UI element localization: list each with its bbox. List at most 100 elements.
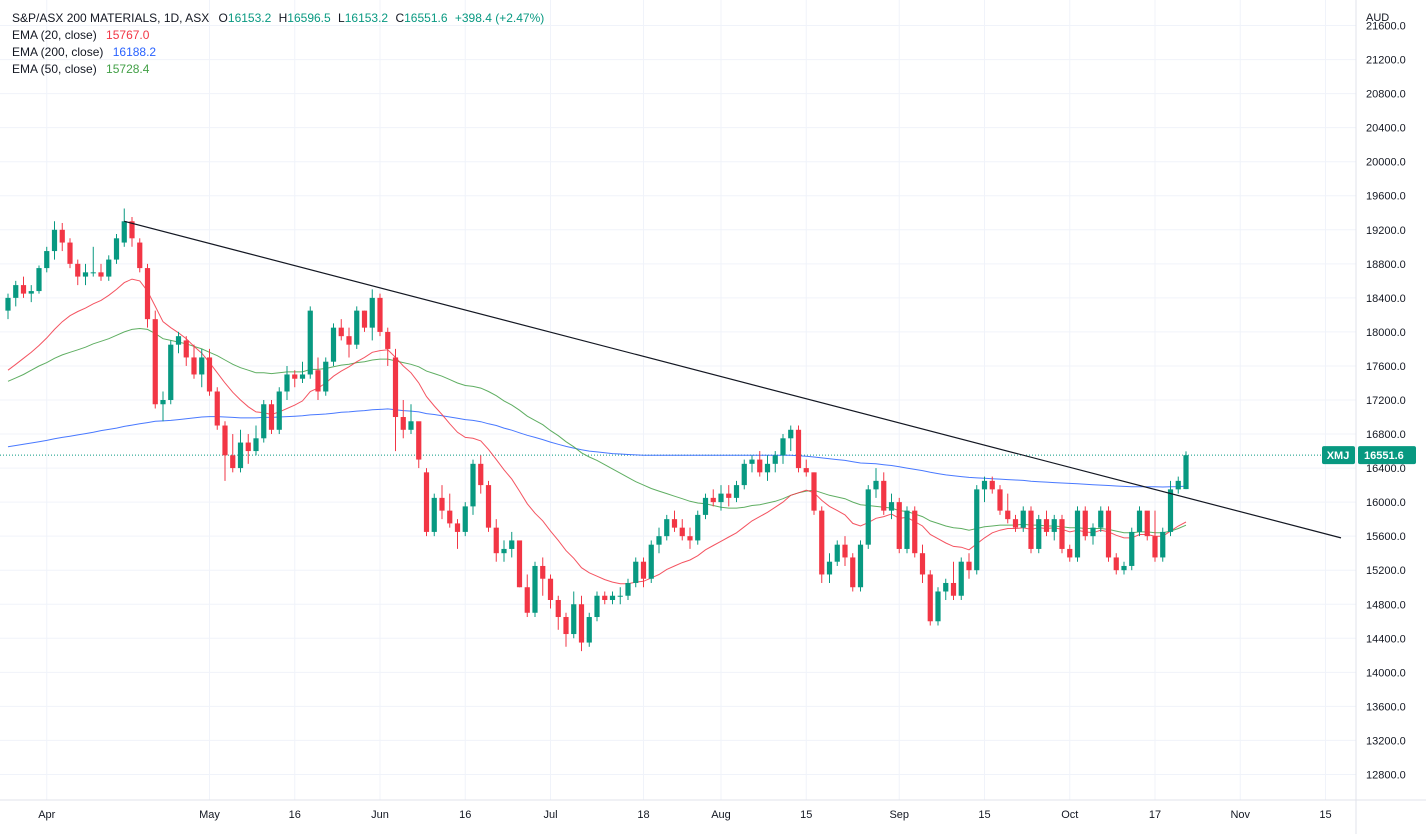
candle-up xyxy=(695,510,701,545)
candle-up xyxy=(733,480,740,503)
price-tick-label: 17200.0 xyxy=(1366,395,1406,407)
trendline[interactable] xyxy=(124,220,1342,539)
candle-down xyxy=(726,485,732,507)
candle-down xyxy=(1082,506,1088,541)
candle-up xyxy=(617,587,623,605)
candle-up xyxy=(253,425,259,456)
symbol-tag-label: XMJ xyxy=(1327,450,1350,462)
chart-grid xyxy=(0,0,1356,800)
price-tick-label: 13600.0 xyxy=(1366,701,1406,713)
candle-up xyxy=(284,365,290,400)
indicator-name: EMA (200, close) xyxy=(12,45,104,59)
candle-up xyxy=(408,404,414,435)
candle-down xyxy=(997,485,1003,515)
candle-down xyxy=(478,455,484,494)
candle-down xyxy=(896,497,902,554)
candle-down xyxy=(842,536,848,566)
last-price-label: 16551.6 xyxy=(1364,450,1404,462)
candle-down xyxy=(268,400,275,435)
price-tick-label: 13200.0 xyxy=(1366,735,1406,747)
candle-down xyxy=(292,370,298,388)
candle-up xyxy=(718,485,724,511)
candle-up xyxy=(1036,514,1042,554)
candle-down xyxy=(230,434,236,473)
candle-down xyxy=(214,387,220,430)
candle-up xyxy=(106,255,112,281)
time-tick-label: Aug xyxy=(711,809,731,821)
candle-up xyxy=(633,557,639,588)
candle-down xyxy=(602,591,608,605)
symbol-header-row: S&P/ASX 200 MATERIALS, 1D, ASX O16153.2 … xyxy=(12,10,544,27)
candle-down xyxy=(757,451,763,477)
ema50-line xyxy=(7,327,1187,534)
time-tick-label: 15 xyxy=(1319,809,1331,821)
price-tick-label: 21600.0 xyxy=(1366,21,1406,33)
candle-up xyxy=(1160,527,1166,562)
candle-up xyxy=(741,459,747,490)
low-label: L xyxy=(338,11,345,25)
candle-down xyxy=(679,519,685,541)
price-tick-label: 16400.0 xyxy=(1366,463,1406,475)
candle-up xyxy=(571,591,577,639)
price-tick-label: 12800.0 xyxy=(1366,769,1406,781)
candle-up xyxy=(532,561,538,618)
candle-up xyxy=(1090,523,1096,545)
candle-up xyxy=(431,493,437,537)
candle-up xyxy=(749,455,755,473)
time-tick-label: May xyxy=(199,809,220,821)
candle-up xyxy=(90,246,96,277)
candle-up xyxy=(857,540,864,592)
price-tick-label: 14800.0 xyxy=(1366,599,1406,611)
price-tick-label: 14400.0 xyxy=(1366,633,1406,645)
candle-up xyxy=(594,591,600,622)
candle-up xyxy=(943,578,949,600)
candle-up xyxy=(873,468,879,498)
candle-up xyxy=(199,348,205,388)
candle-down xyxy=(850,553,856,592)
candle-up xyxy=(1183,451,1189,490)
candle-up xyxy=(935,587,941,626)
price-tick-label: 20000.0 xyxy=(1366,157,1406,169)
candle-up xyxy=(323,357,329,396)
indicator-name: EMA (50, close) xyxy=(12,62,97,76)
candle-up xyxy=(509,531,515,558)
candle-up xyxy=(764,455,771,481)
open-label: O xyxy=(218,11,228,25)
candle-down xyxy=(687,527,693,549)
candle-up xyxy=(834,540,840,566)
candle-down xyxy=(540,557,546,596)
time-tick-label: Jul xyxy=(543,809,557,821)
legend: S&P/ASX 200 MATERIALS, 1D, ASX O16153.2 … xyxy=(12,10,544,78)
candle-down xyxy=(803,459,809,477)
price-tick-label: 16800.0 xyxy=(1366,429,1406,441)
candle-up xyxy=(958,557,964,600)
price-tick-label: 19600.0 xyxy=(1366,191,1406,203)
symbol-tag: XMJ xyxy=(1322,446,1355,465)
candle-down xyxy=(912,506,918,558)
candle-up xyxy=(5,293,11,320)
candle-up xyxy=(13,280,19,307)
indicator-value: 15767.0 xyxy=(106,28,150,42)
candle-down xyxy=(555,595,561,630)
candle-down xyxy=(137,238,143,273)
candle-down xyxy=(881,472,887,515)
candle-down xyxy=(1105,506,1112,562)
candle-up xyxy=(609,591,616,605)
time-tick-label: Sep xyxy=(889,809,909,821)
candle-up xyxy=(625,578,631,600)
candle-up xyxy=(826,553,833,583)
candle-up xyxy=(261,400,267,443)
candle-down xyxy=(989,476,995,494)
candle-up xyxy=(44,246,50,273)
candle-down xyxy=(338,319,344,341)
candle-down xyxy=(493,519,499,562)
candle-up xyxy=(237,429,244,473)
low-value: 16153.2 xyxy=(344,11,389,25)
price-tick-label: 20400.0 xyxy=(1366,123,1406,135)
price-tick-label: 20800.0 xyxy=(1366,89,1406,101)
candle-down xyxy=(206,348,213,396)
candle-down xyxy=(516,540,523,588)
candle-down xyxy=(1043,510,1050,537)
